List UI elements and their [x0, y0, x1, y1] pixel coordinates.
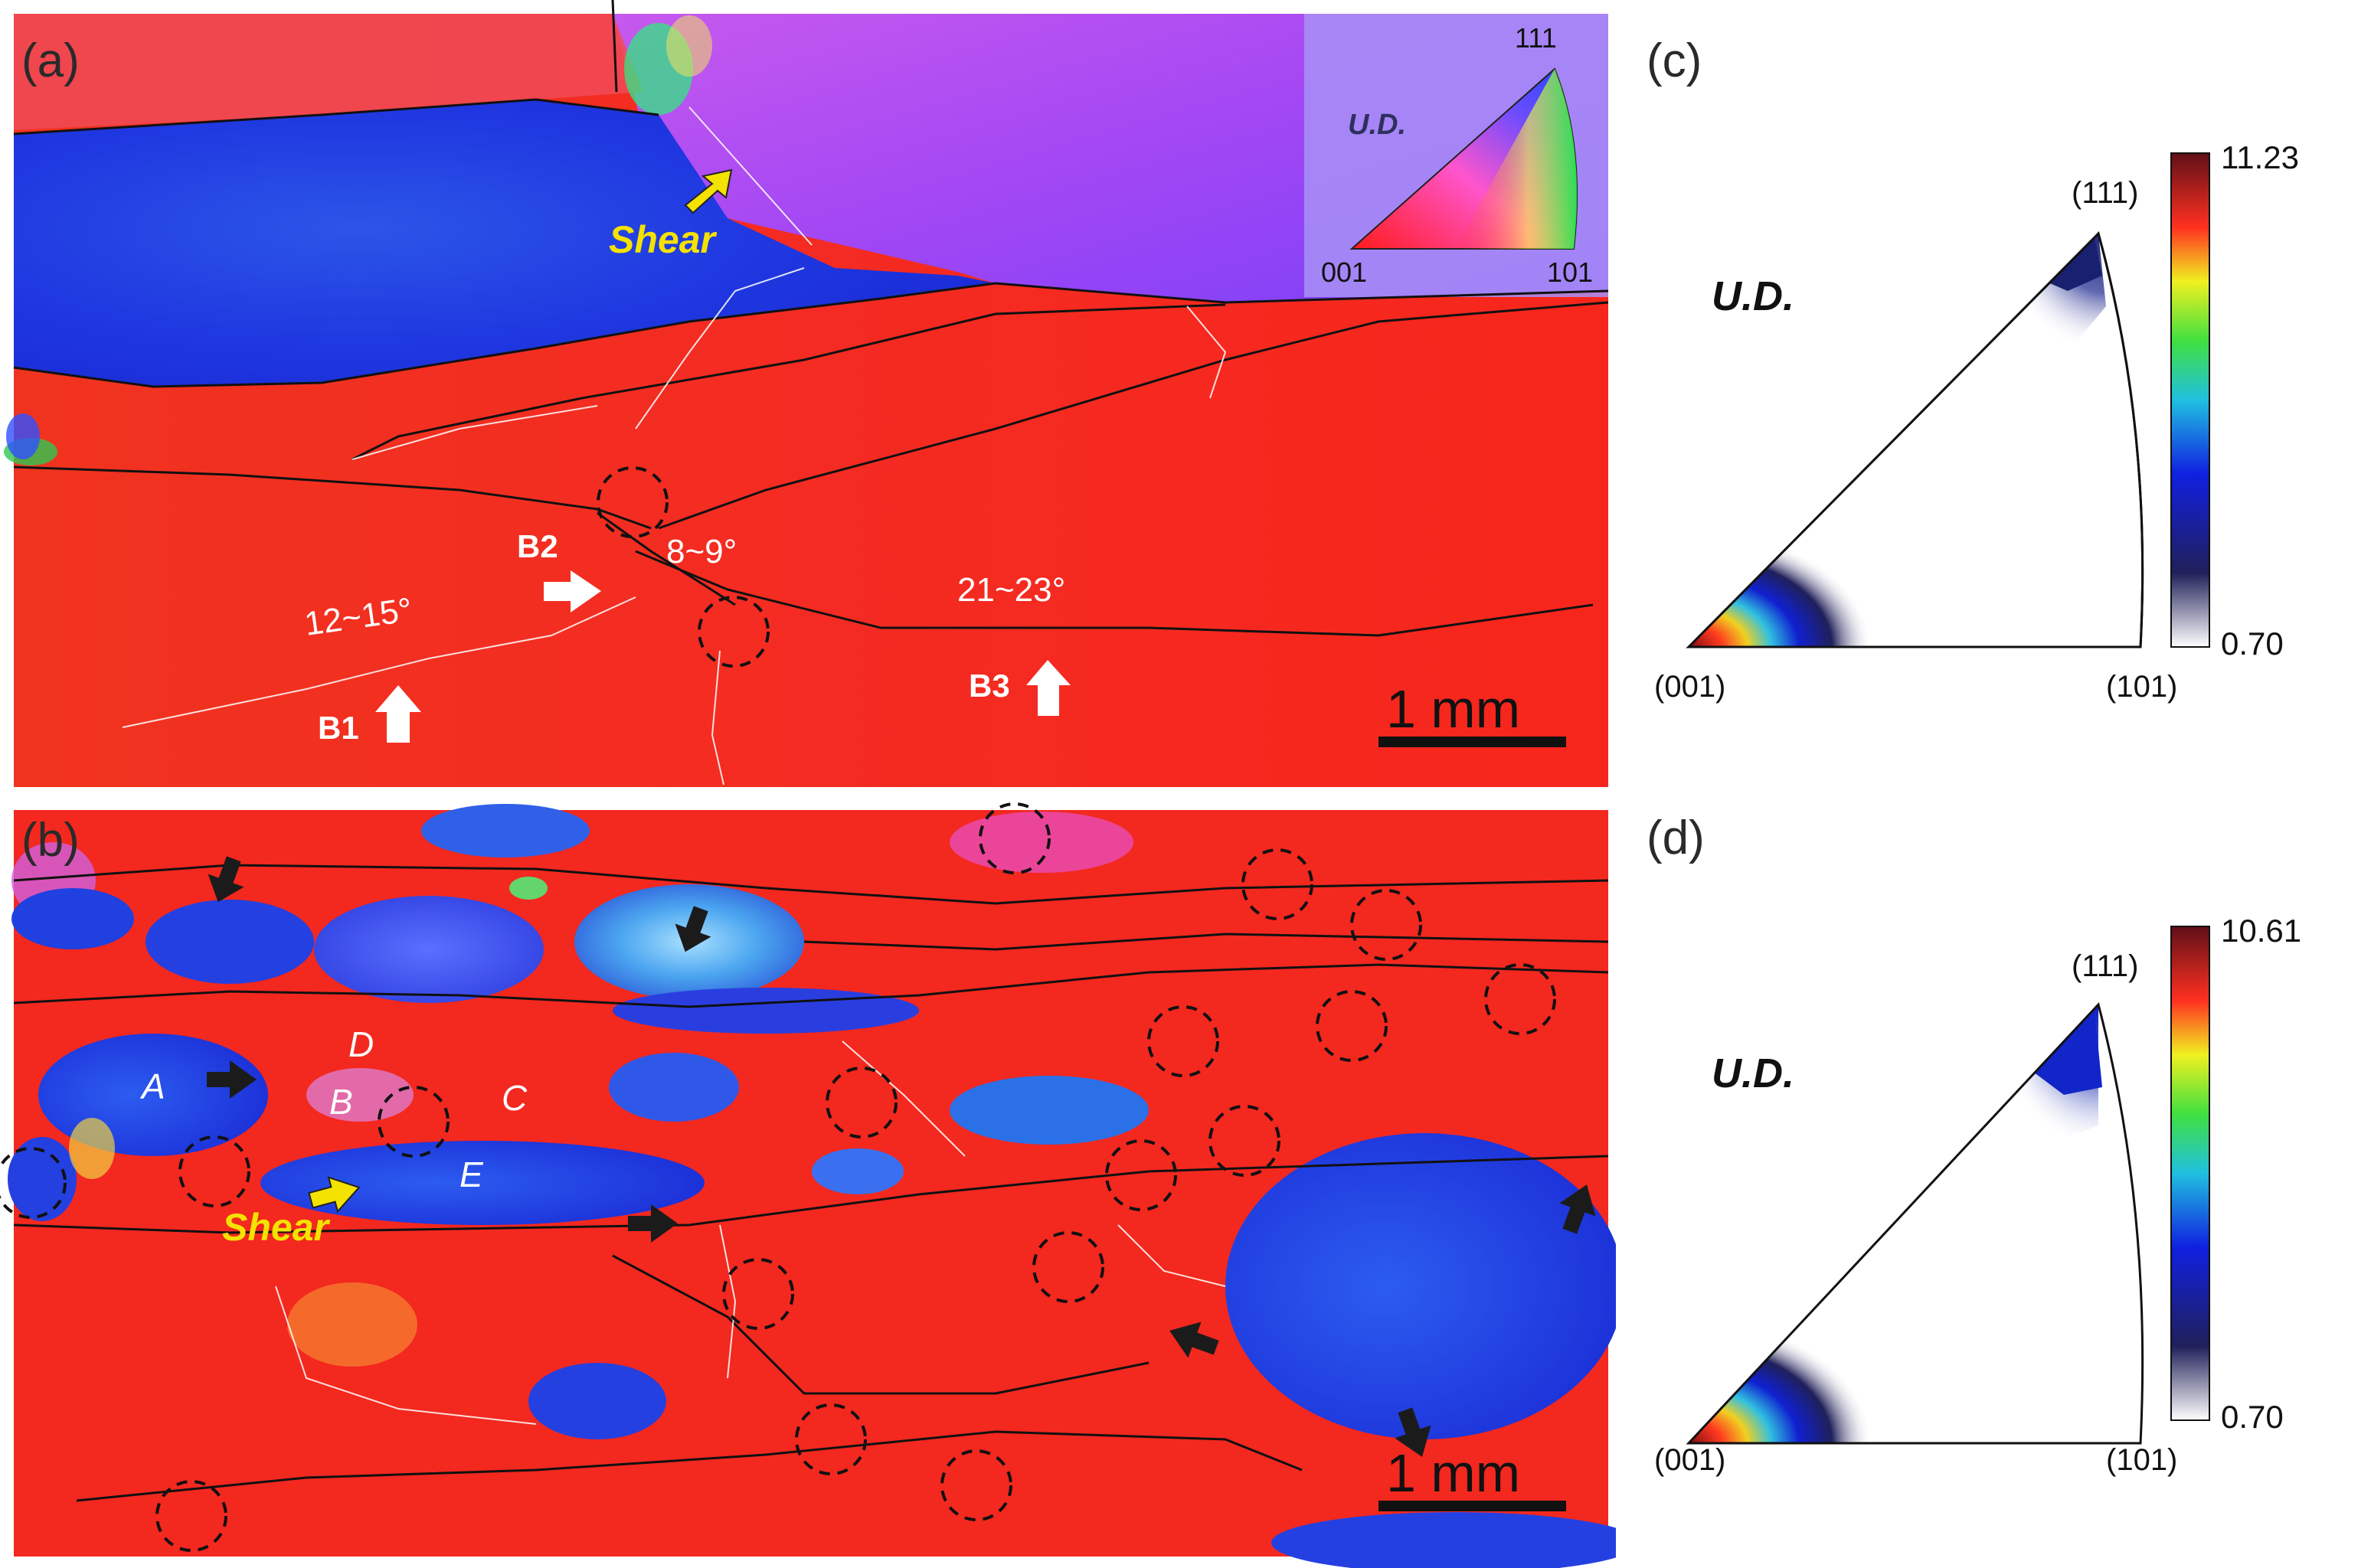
- panel-label-d: (d): [1647, 812, 1705, 864]
- orange-grain-b: [287, 1282, 417, 1367]
- ipf-triangle-outline: [1686, 231, 2144, 648]
- panel-c-inverse-pole-figure: (c) U.D. (111) (001) (101) 11.23 0.70: [1624, 34, 2299, 704]
- ipf-111-core-d: [2033, 1011, 2102, 1095]
- subgrain-boundaries-b: [275, 1040, 1226, 1425]
- blue-grain-mid-top: [613, 988, 919, 1034]
- shear-label: Shear: [609, 218, 718, 261]
- colorbar-max-d: 10.61: [2221, 913, 2301, 949]
- panel-label-a: (a): [21, 34, 80, 87]
- colorbar-c: [2170, 152, 2210, 648]
- ipf-label-001-d: (001): [1654, 1443, 1725, 1477]
- blue-grain-upper: [146, 900, 314, 984]
- b1-arrow: [375, 685, 421, 743]
- b3-arrow: [1026, 660, 1071, 716]
- scale-bar-b: [1378, 1501, 1566, 1511]
- shear-arrow-b: [308, 1176, 361, 1214]
- panel-b-ebsd-map: Shear A B C D E 1 mm (b): [0, 802, 1616, 1568]
- ipf-label-111-c: (111): [2072, 176, 2138, 210]
- ipf-key-111: 111: [1515, 22, 1557, 54]
- boundary-markers-b: [0, 802, 1556, 1552]
- black-arrows: [207, 856, 1596, 1457]
- blue-grain: [14, 100, 996, 387]
- colorbar-max-c: 11.23: [2221, 139, 2299, 175]
- blue-grain-bottom: [528, 1363, 666, 1439]
- pink-grain-top: [950, 812, 1133, 873]
- blue-grain-mid: [609, 1053, 739, 1122]
- colorbar-min-d: 0.70: [2221, 1399, 2284, 1435]
- grain-boundaries-b: [13, 864, 1609, 1502]
- subgrain-boundaries: [122, 106, 1227, 786]
- b3-label: B3: [969, 668, 1010, 704]
- blue-edge-grain: [6, 413, 40, 459]
- blue-grain-center: [950, 1076, 1149, 1145]
- panel-a-ebsd-map: U.D. 111 001 101 Shear B1 B2 B3 12~15° 8…: [4, 0, 1609, 787]
- ipf-label-101-c: (101): [2106, 670, 2177, 704]
- grain-d: [306, 1068, 414, 1122]
- b2-angle: 8~9°: [666, 533, 737, 570]
- b2-label: B2: [517, 528, 558, 564]
- panel-d-inverse-pole-figure: (d) U.D. (111) (001) (101) 10.61 0.70: [1624, 812, 2301, 1477]
- colorbar-min-c: 0.70: [2221, 626, 2284, 662]
- ipf-direction-d: U.D.: [1712, 1050, 1794, 1096]
- b2-arrow: [544, 570, 601, 612]
- yellow-subgrain: [666, 15, 712, 77]
- panel-label-c: (c): [1647, 34, 1702, 87]
- pink-grain: [14, 14, 643, 130]
- grain-label-b: B: [329, 1082, 353, 1122]
- ipf-key-001: 001: [1321, 256, 1367, 288]
- shear-arrow: [684, 168, 733, 214]
- ipf-triangle-mask-d: [1624, 1004, 2098, 1443]
- green-spot: [509, 877, 548, 900]
- panel-label-b: (b): [21, 814, 80, 867]
- grain-e: [260, 1141, 705, 1225]
- blue-grain-large-right: [1225, 1133, 1616, 1439]
- shear-label-b: Shear: [222, 1206, 331, 1249]
- ipf-key-direction: U.D.: [1348, 109, 1406, 141]
- scale-bar-label-b: 1 mm: [1386, 1443, 1520, 1503]
- scale-bar-label: 1 mm: [1386, 679, 1520, 739]
- grain-label-d: D: [348, 1024, 374, 1064]
- ipf-label-101-d: (101): [2106, 1443, 2177, 1477]
- ipf-label-001-c: (001): [1654, 670, 1725, 704]
- grain-boundaries: [13, 0, 1609, 637]
- yellow-spot-left: [69, 1118, 115, 1179]
- ipf-label-111-d: (111): [2072, 949, 2138, 983]
- boundary-markers: [597, 466, 770, 668]
- blue-grain-upper-left: [11, 888, 134, 949]
- b3-angle: 21~23°: [957, 571, 1065, 609]
- blue-grain-bottom-right: [1271, 1512, 1616, 1568]
- ipf-direction-c: U.D.: [1712, 273, 1794, 319]
- grain-label-a: A: [139, 1067, 165, 1106]
- blue-grain-top: [421, 804, 590, 858]
- b1-label: B1: [318, 710, 359, 746]
- ipf-triangle-mask: [1624, 234, 2098, 647]
- ipf-key-101: 101: [1547, 256, 1593, 288]
- colorbar-d: [2170, 926, 2210, 1421]
- grain-label-e: E: [459, 1155, 484, 1194]
- blue-grain-small: [812, 1148, 904, 1194]
- scale-bar: [1378, 737, 1566, 747]
- ipf-key-green-tint: [1455, 69, 1578, 249]
- grain-label-c: C: [502, 1078, 528, 1118]
- ipf-triangle-d: [1686, 1001, 2144, 1445]
- violet-grain: [314, 896, 544, 1003]
